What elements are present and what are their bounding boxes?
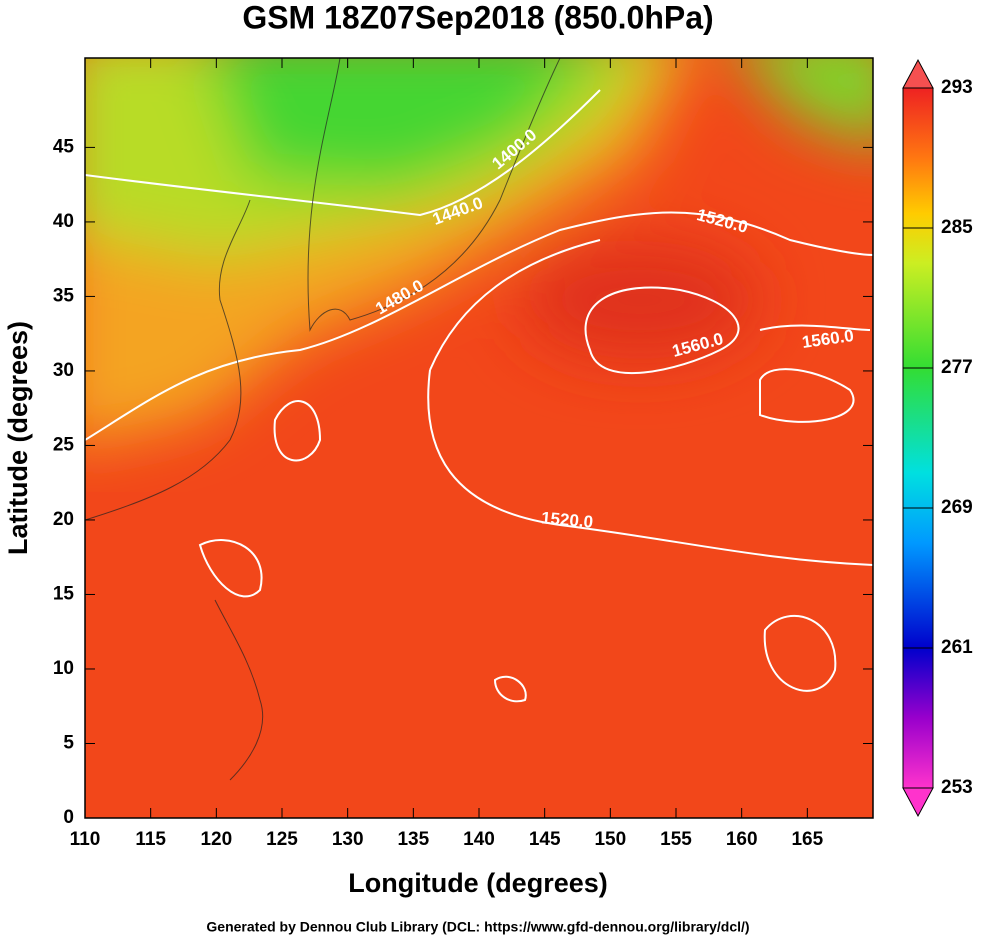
y-tick-label: 5: [63, 733, 74, 754]
x-tick-label: 130: [332, 829, 364, 850]
contour-label: 1520.0: [540, 508, 593, 531]
x-tick-label: 150: [594, 829, 626, 850]
colorbar-tick-label: 261: [941, 637, 973, 658]
x-tick-label: 120: [200, 829, 232, 850]
y-tick-label: 35: [53, 285, 75, 306]
x-tick-label: 115: [135, 829, 166, 850]
x-tick-label: 110: [70, 829, 101, 850]
colorbar-tick-label: 285: [941, 217, 973, 238]
x-tick-label: 125: [266, 829, 298, 850]
colorbar-tick-label: 269: [941, 497, 973, 518]
colorbar-tick-label: 277: [941, 357, 973, 378]
colorbar-min-arrow: [902, 787, 934, 818]
colorbar: [902, 87, 934, 789]
y-tick-label: 25: [53, 434, 75, 455]
x-tick-label: 155: [660, 829, 692, 850]
x-tick-label: 160: [726, 829, 758, 850]
colorbar-max-arrow: [902, 58, 934, 89]
y-tick-label: 20: [53, 509, 74, 530]
field: [85, 58, 873, 818]
y-axis-label: Latitude (degrees): [3, 321, 33, 555]
title: GSM 18Z07Sep2018 (850.0hPa): [242, 0, 713, 35]
x-tick-label: 165: [791, 829, 823, 850]
x-axis-label: Longitude (degrees): [348, 868, 608, 898]
y-tick-label: 30: [53, 360, 74, 381]
y-tick-label: 40: [53, 211, 74, 232]
y-tick-label: 0: [63, 807, 74, 828]
x-tick-label: 145: [529, 829, 561, 850]
y-tick-label: 15: [53, 583, 75, 604]
y-tick-label: 10: [53, 658, 74, 679]
x-tick-label: 135: [397, 829, 429, 850]
colorbar-tick-label: 293: [941, 77, 973, 98]
colorbar-tick-label: 253: [941, 777, 973, 798]
y-tick-label: 45: [53, 136, 75, 157]
x-tick-label: 140: [463, 829, 495, 850]
footer: Generated by Dennou Club Library (DCL: h…: [206, 919, 749, 935]
